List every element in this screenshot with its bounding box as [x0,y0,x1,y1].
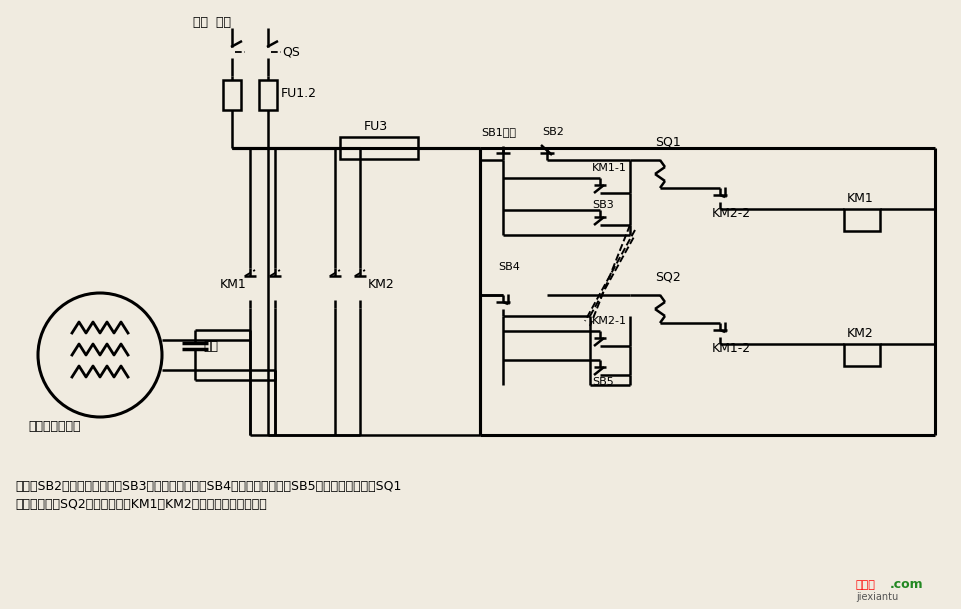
Bar [843,344,879,366]
Text: .com: .com [889,579,923,591]
Text: KM1-2: KM1-2 [711,342,751,354]
Text: 说明：SB2为上升启动按钮，SB3为上升点动按钮，SB4为下降启动按钮，SB5为下降点动按钮；SQ1: 说明：SB2为上升启动按钮，SB3为上升点动按钮，SB4为下降启动按钮，SB5为… [15,481,401,493]
Text: FU3: FU3 [363,119,387,133]
Text: SQ1: SQ1 [654,135,680,149]
Text: 为最高限位，SQ2为最低限位。KM1、KM2可用中间继电器代替。: 为最高限位，SQ2为最低限位。KM1、KM2可用中间继电器代替。 [15,498,266,510]
Bar [259,80,277,110]
Text: KM2: KM2 [368,278,394,290]
Text: KM1: KM1 [220,278,246,290]
Text: SQ2: SQ2 [654,270,680,284]
Text: SB3: SB3 [591,200,613,210]
Text: SB2: SB2 [541,127,563,137]
Text: KM2-1: KM2-1 [591,316,627,326]
Text: jiexiantu: jiexiantu [855,592,898,602]
Bar [843,209,879,231]
Text: KM2-2: KM2-2 [711,206,751,219]
Text: SB4: SB4 [498,262,519,272]
Text: FU1.2: FU1.2 [281,86,317,99]
Text: KM1: KM1 [846,191,873,205]
Text: QS: QS [282,46,300,58]
Text: KM2: KM2 [846,326,873,339]
Text: 接线图: 接线图 [855,580,875,590]
Text: SB1停止: SB1停止 [480,127,515,137]
Text: SB5: SB5 [591,377,613,387]
Text: 火线  零线: 火线 零线 [193,15,231,29]
Text: 电容: 电容 [203,339,218,353]
Bar [223,80,241,110]
Bar [339,137,418,159]
Text: 单相电容电动机: 单相电容电动机 [28,420,81,434]
Text: KM1-1: KM1-1 [591,163,627,173]
